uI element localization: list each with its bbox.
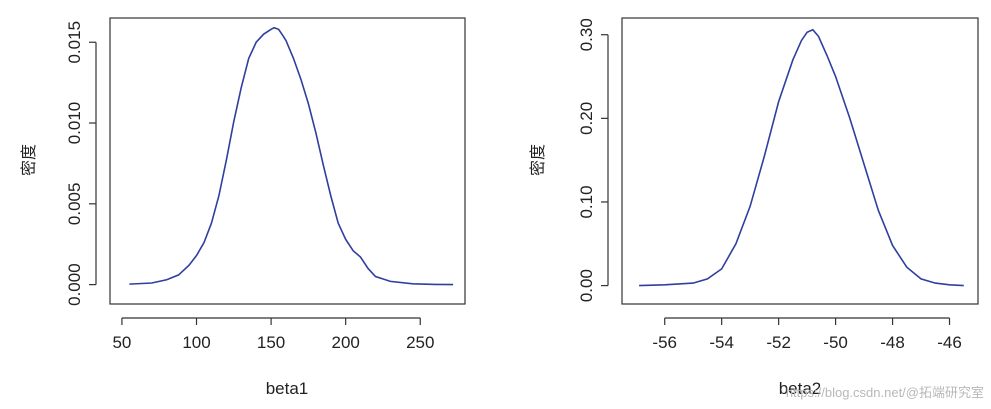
x-tick-label: -48 <box>880 333 905 352</box>
watermark: https://blog.csdn.net/@拓端研究室 <box>786 385 984 400</box>
y-axis-title: 密度 <box>528 144 547 176</box>
density-curve <box>129 26 454 286</box>
y-tick-label: 0.10 <box>577 185 596 218</box>
y-tick-label: 0.00 <box>577 269 596 302</box>
x-tick-label: 150 <box>257 333 285 352</box>
x-axis-title: beta1 <box>266 379 309 398</box>
x-tick-label: -46 <box>937 333 962 352</box>
x-tick-label: 50 <box>112 333 131 352</box>
y-tick-label: 0.010 <box>65 102 84 145</box>
x-tick-label: -54 <box>709 333 734 352</box>
x-tick-label: -56 <box>652 333 677 352</box>
y-tick-label: 0.000 <box>65 263 84 306</box>
x-tick-label: 250 <box>406 333 434 352</box>
plot-frame <box>621 17 979 305</box>
y-tick-label: 0.20 <box>577 102 596 135</box>
y-axis-title: 密度 <box>19 144 38 176</box>
y-tick-label: 0.005 <box>65 183 84 226</box>
x-tick-label: 200 <box>331 333 359 352</box>
chart-panel-beta1: 50 100 150 200 250 0.000 0.005 0.010 0.015 beta… <box>19 17 466 398</box>
x-tick-label: -52 <box>766 333 791 352</box>
x-tick-label: -50 <box>823 333 848 352</box>
y-axis: 0.00 0.10 0.20 0.30 <box>577 18 609 302</box>
plot-frame <box>109 17 466 305</box>
x-axis: 50 100 150 200 250 <box>112 317 434 352</box>
y-axis: 0.000 0.005 0.010 0.015 <box>65 21 97 306</box>
y-tick-label: 0.30 <box>577 18 596 51</box>
y-tick-label: 0.015 <box>65 21 84 64</box>
chart-panel-beta2: -56 -54 -52 -50 -48 -46 0.00 0.10 0.20 0.30 beta… <box>528 17 979 398</box>
x-axis-title: beta2 <box>779 379 822 398</box>
x-tick-label: 100 <box>182 333 210 352</box>
x-axis: -56 -54 -52 -50 -48 -46 <box>652 317 962 352</box>
density-curve <box>639 28 964 287</box>
